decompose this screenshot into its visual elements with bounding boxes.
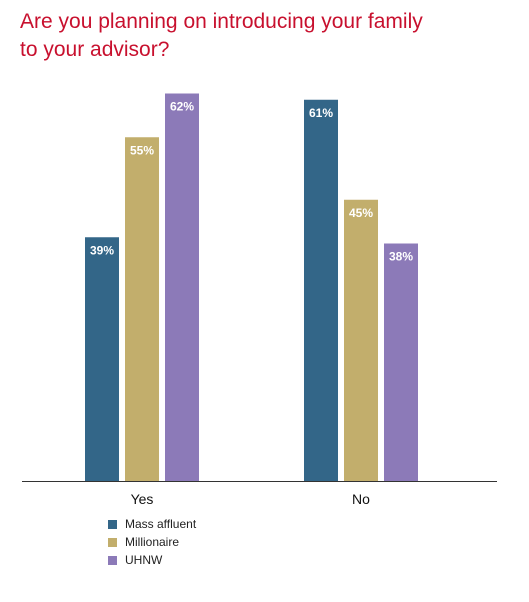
legend-swatch-uhnw [108, 555, 117, 565]
bar-no-millionaire [344, 199, 378, 481]
data-label-no-mass-affluent: 61% [309, 106, 333, 120]
data-label-no-millionaire: 45% [349, 206, 373, 220]
category-label-yes: Yes [131, 491, 154, 507]
chart-title-line-1: Are you planning on introducing your fam… [20, 10, 423, 33]
bar-yes-millionaire [125, 137, 159, 481]
data-label-yes-uhnw: 62% [170, 100, 194, 114]
data-label-yes-millionaire: 55% [130, 143, 154, 157]
legend-item-millionaire: Millionaire [108, 534, 196, 550]
legend-swatch-millionaire [108, 537, 117, 547]
bar-yes-uhnw [165, 93, 199, 481]
data-label-no-uhnw: 38% [389, 250, 413, 264]
legend: Mass affluent Millionaire UHNW [108, 516, 196, 570]
chart-title: Are you planning on introducing your fam… [20, 8, 500, 64]
data-label-yes-mass-affluent: 39% [90, 243, 114, 257]
bar-no-uhnw [384, 243, 418, 481]
legend-item-uhnw: UHNW [108, 552, 196, 568]
bar-no-mass-affluent [304, 99, 338, 481]
legend-label-uhnw: UHNW [125, 553, 163, 567]
legend-item-mass-affluent: Mass affluent [108, 516, 196, 532]
category-label-no: No [352, 491, 370, 507]
bar-yes-mass-affluent [85, 237, 119, 481]
legend-swatch-mass-affluent [108, 519, 117, 529]
legend-label-mass-affluent: Mass affluent [125, 517, 197, 531]
chart-title-line-2: to your advisor? [20, 38, 170, 61]
legend-label-millionaire: Millionaire [125, 535, 180, 549]
